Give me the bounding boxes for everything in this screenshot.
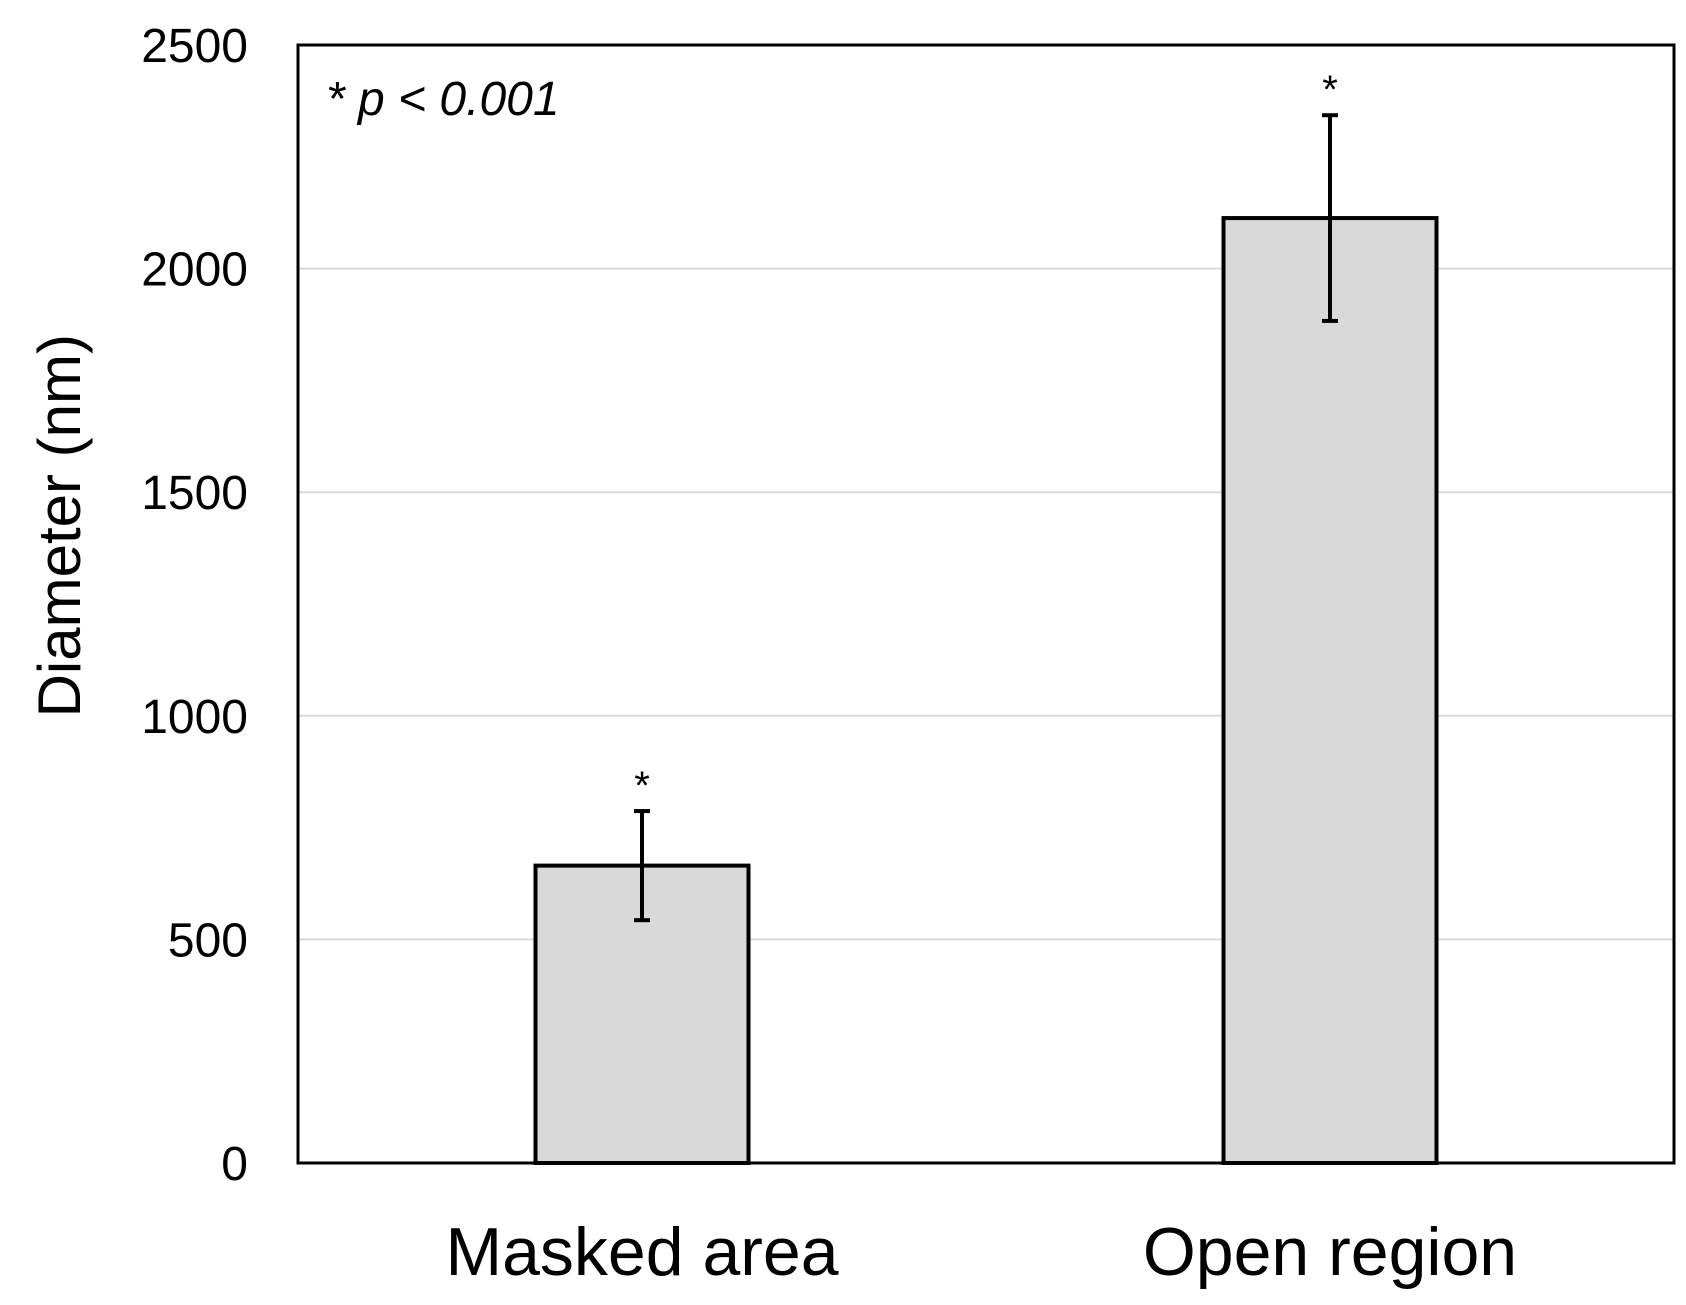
bars	[533, 216, 1439, 1165]
gridlines	[298, 267, 1674, 941]
y-tick-label: 2500	[141, 20, 248, 73]
bar	[1221, 216, 1439, 1165]
significance-star: *	[634, 764, 650, 808]
x-category-label: Open region	[1143, 1214, 1517, 1290]
y-tick-label: 1500	[141, 467, 248, 520]
y-axis-title: Diameter (nm)	[26, 334, 93, 717]
error-bars	[634, 113, 1338, 923]
significance-star: *	[1322, 68, 1338, 112]
x-category-labels: Masked area Open region	[445, 1214, 1517, 1290]
y-tick-label: 0	[221, 1138, 248, 1191]
significance-markers: **	[634, 68, 1338, 808]
y-tick-labels: 0 500 1000 1500 2000 2500	[141, 20, 248, 1191]
y-tick-label: 1000	[141, 691, 248, 744]
y-tick-label: 2000	[141, 244, 248, 297]
y-tick-label: 500	[168, 914, 248, 967]
x-category-label: Masked area	[445, 1214, 838, 1290]
significance-annotation: * p < 0.001	[326, 73, 560, 126]
plot-frame	[296, 43, 1676, 1165]
